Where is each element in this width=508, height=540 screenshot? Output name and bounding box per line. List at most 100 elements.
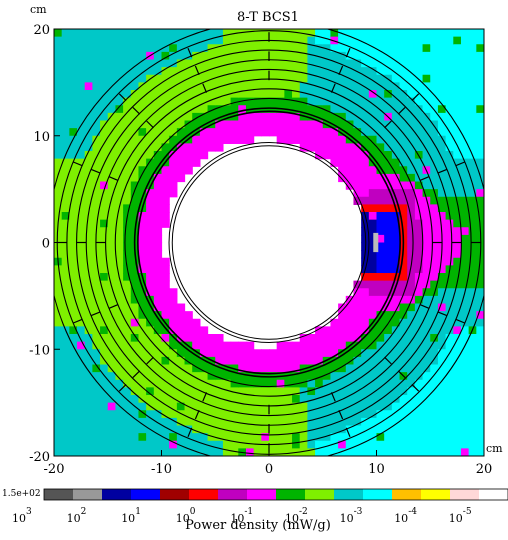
heat-cell: [391, 158, 401, 167]
heat-cell: [376, 318, 385, 327]
heat-cell: [84, 425, 93, 434]
heat-cell: [69, 265, 78, 274]
heat-cell: [84, 135, 93, 144]
heat-cell: [207, 105, 216, 114]
heat-cell: [192, 379, 201, 388]
heat-cell: [69, 349, 78, 358]
heat-cell: [330, 74, 339, 83]
heat-cell: [460, 273, 470, 282]
heat-cell: [330, 402, 339, 411]
heat-cell: [261, 128, 270, 137]
heat-cell: [146, 257, 155, 266]
heat-cell: [84, 395, 93, 404]
heat-cell: [261, 356, 270, 366]
heat-cell: [299, 334, 308, 343]
heat-cell: [261, 59, 270, 68]
heat-cell: [437, 372, 447, 381]
heat-cell: [84, 181, 93, 190]
heat-cell: [437, 448, 447, 456]
heat-cell: [468, 364, 477, 373]
heat-cell: [61, 173, 70, 183]
heat-cell: [307, 44, 316, 53]
heat-cell: [361, 204, 370, 213]
heat-cell: [169, 128, 178, 137]
heat-cell: [115, 395, 124, 404]
heat-cell: [368, 273, 378, 282]
heat-cell: [192, 410, 201, 419]
heat-cell: [176, 36, 186, 45]
heat-cell: [468, 204, 477, 213]
heat-cell: [460, 372, 470, 381]
heat-cell: [368, 410, 378, 419]
heat-cell: [376, 59, 385, 68]
heat-cell: [161, 189, 170, 198]
heat-cell: [391, 425, 401, 434]
heat-cell: [207, 67, 216, 76]
heat-cell: [169, 151, 178, 160]
heat-cell: [414, 326, 424, 335]
heat-cell: [414, 425, 424, 434]
heat-cell: [437, 51, 447, 61]
heat-cell: [92, 311, 101, 320]
heat-cell: [338, 334, 347, 343]
heat-cell: [322, 425, 332, 434]
heat-cell: [130, 364, 140, 373]
heat-cell: [107, 242, 117, 251]
heat-cell: [153, 265, 163, 274]
heat-cell: [476, 112, 484, 122]
heat-cell: [368, 67, 378, 76]
heat-cell: [153, 288, 163, 297]
heat-cell: [384, 334, 393, 343]
heat-cell: [176, 74, 186, 83]
heat-cell: [368, 181, 378, 190]
heat-cell: [238, 425, 247, 434]
heat-cell: [430, 242, 439, 251]
heat-cell: [399, 265, 408, 274]
heat-cell: [445, 280, 454, 289]
heat-cell: [284, 120, 293, 129]
heat-cell: [161, 425, 170, 434]
colorbar-tick-base: 10: [12, 512, 26, 525]
heat-cell: [407, 204, 416, 213]
heat-cell: [468, 257, 477, 266]
heat-cell: [61, 234, 70, 244]
heat-cell: [100, 97, 109, 106]
heat-cell: [407, 234, 416, 244]
heat-cell: [391, 288, 401, 297]
heat-cell: [445, 74, 454, 83]
heat-cell: [77, 257, 86, 266]
heat-cell: [292, 402, 301, 411]
heat-cell: [261, 112, 270, 122]
heat-cell: [460, 257, 470, 266]
heat-cell: [269, 82, 278, 91]
heat-cell: [422, 311, 431, 320]
heat-cell: [345, 364, 355, 373]
heat-cell: [61, 356, 70, 366]
colorbar-tick-base: 10: [340, 512, 354, 525]
heat-cell: [391, 105, 401, 114]
heat-cell: [361, 128, 370, 137]
heat-cell: [376, 166, 385, 175]
heat-cell: [54, 425, 63, 434]
heat-cell: [422, 425, 431, 434]
heat-cell: [161, 402, 170, 411]
heat-cell: [460, 204, 470, 213]
heat-cell: [322, 364, 332, 373]
heat-cell: [77, 402, 86, 411]
heat-cell: [77, 189, 86, 198]
heat-cell: [245, 67, 255, 76]
heat-cell: [399, 402, 408, 411]
coil-ring: [76, 49, 462, 436]
heat-cell: [69, 120, 78, 129]
heat-cell: [353, 341, 362, 350]
heat-cell: [184, 143, 193, 152]
heat-cell: [123, 257, 132, 266]
y-tick-label: -20: [29, 450, 50, 465]
heat-cell: [69, 356, 78, 366]
heat-cell: [376, 341, 385, 350]
x-tick-label: 10: [368, 462, 385, 477]
heat-cell: [468, 51, 477, 61]
heat-cell: [276, 29, 285, 38]
heat-cell: [368, 372, 378, 381]
heat-cell: [315, 341, 324, 350]
